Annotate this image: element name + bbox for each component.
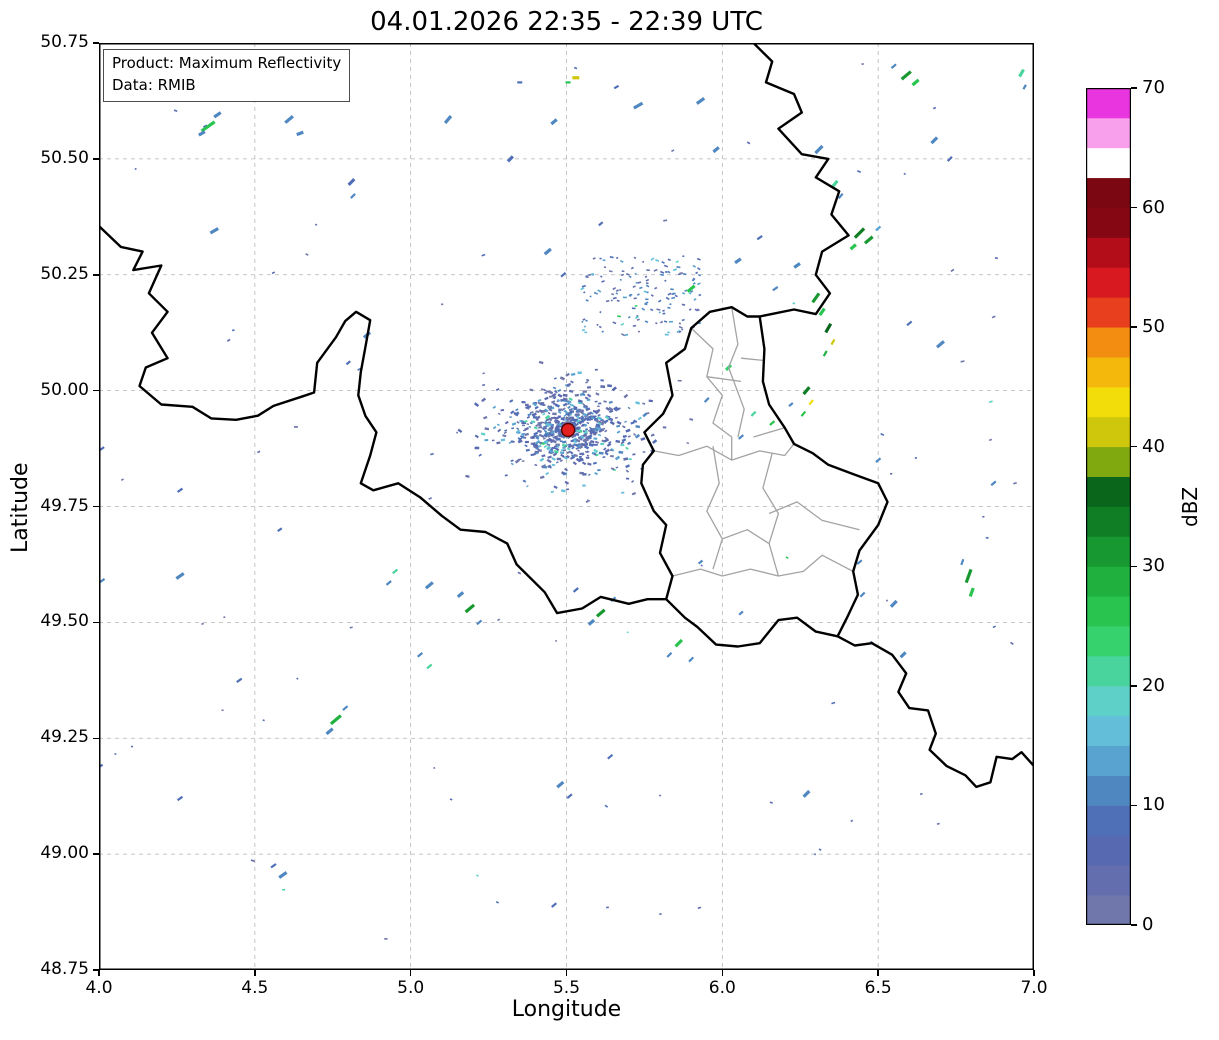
colorbar-tick-label: 10 (1142, 794, 1165, 816)
y-tick-label: 50.75 (40, 32, 89, 52)
colorbar (1086, 88, 1131, 925)
x-tick-label: 4.5 (241, 978, 269, 998)
x-tick-mark (409, 970, 412, 976)
plot-frame (99, 43, 1034, 970)
y-tick-mark (92, 389, 99, 392)
x-tick-mark (98, 970, 100, 976)
annotation-product-line: Product: Maximum Reflectivity (112, 54, 342, 72)
map-plot-area (99, 43, 1034, 970)
sparse-echo-layer (114, 63, 1017, 940)
y-tick-label: 48.75 (40, 959, 89, 979)
annotation-box: Product: Maximum Reflectivity Data: RMIB (103, 49, 351, 102)
colorbar-tick-label: 0 (1142, 914, 1154, 935)
radar-site-marker (560, 422, 576, 438)
colorbar-label: dBZ (1178, 486, 1202, 528)
national-border-layer (99, 43, 1034, 789)
colorbar-tick-label: 20 (1142, 674, 1165, 696)
x-tick-label: 6.5 (864, 978, 892, 998)
colorbar-tick-mark (1131, 565, 1137, 568)
colorbar-tick-mark (1131, 326, 1137, 328)
x-tick-label: 5.0 (397, 978, 425, 998)
x-tick-label: 6.0 (708, 978, 736, 998)
grid-layer (99, 43, 1034, 970)
x-tick-mark (254, 970, 256, 976)
y-tick-label: 50.25 (40, 263, 89, 284)
echo-layer (99, 63, 1027, 908)
y-tick-mark (92, 274, 99, 276)
y-tick-mark (92, 158, 99, 160)
colorbar-tick-mark (1131, 924, 1137, 926)
y-tick-mark (92, 505, 99, 508)
y-tick-mark (92, 737, 99, 739)
colorbar-tick-mark (1131, 685, 1137, 687)
y-tick-label: 49.25 (40, 727, 89, 748)
y-tick-label: 49.50 (40, 611, 89, 632)
x-tick-mark (1033, 970, 1035, 976)
colorbar-tick-label: 70 (1142, 77, 1165, 98)
colorbar-tick-mark (1131, 206, 1137, 209)
x-tick-label: 7.0 (1020, 978, 1048, 998)
y-tick-label: 50.50 (40, 147, 89, 168)
colorbar-tick-label: 60 (1142, 196, 1165, 218)
regional-border-layer (653, 307, 860, 577)
x-tick-mark (721, 970, 724, 976)
x-axis-label: Longitude (511, 997, 622, 1022)
annotation-data-line: Data: RMIB (112, 75, 196, 94)
y-tick-mark (92, 42, 99, 44)
colorbar-tick-label: 40 (1142, 435, 1165, 457)
y-tick-label: 49.00 (40, 843, 89, 864)
y-tick-mark (92, 969, 99, 971)
x-tick-mark (877, 970, 879, 976)
y-tick-label: 49.75 (40, 495, 89, 516)
y-tick-mark (92, 621, 99, 624)
x-tick-mark (565, 970, 568, 976)
ground-clutter-layer (457, 360, 694, 502)
colorbar-tick-label: 30 (1142, 555, 1165, 577)
colorbar-tick-mark (1131, 804, 1137, 807)
figure-title: 04.01.2026 22:35 - 22:39 UTC (370, 7, 763, 37)
x-tick-label: 5.5 (552, 978, 581, 998)
x-tick-label: 4.0 (85, 978, 113, 998)
colorbar-tick-mark (1131, 445, 1137, 448)
y-tick-label: 50.00 (40, 379, 89, 400)
y-tick-mark (92, 853, 99, 855)
colorbar-tick-label: 50 (1142, 316, 1165, 338)
colorbar-tick-mark (1131, 87, 1137, 89)
